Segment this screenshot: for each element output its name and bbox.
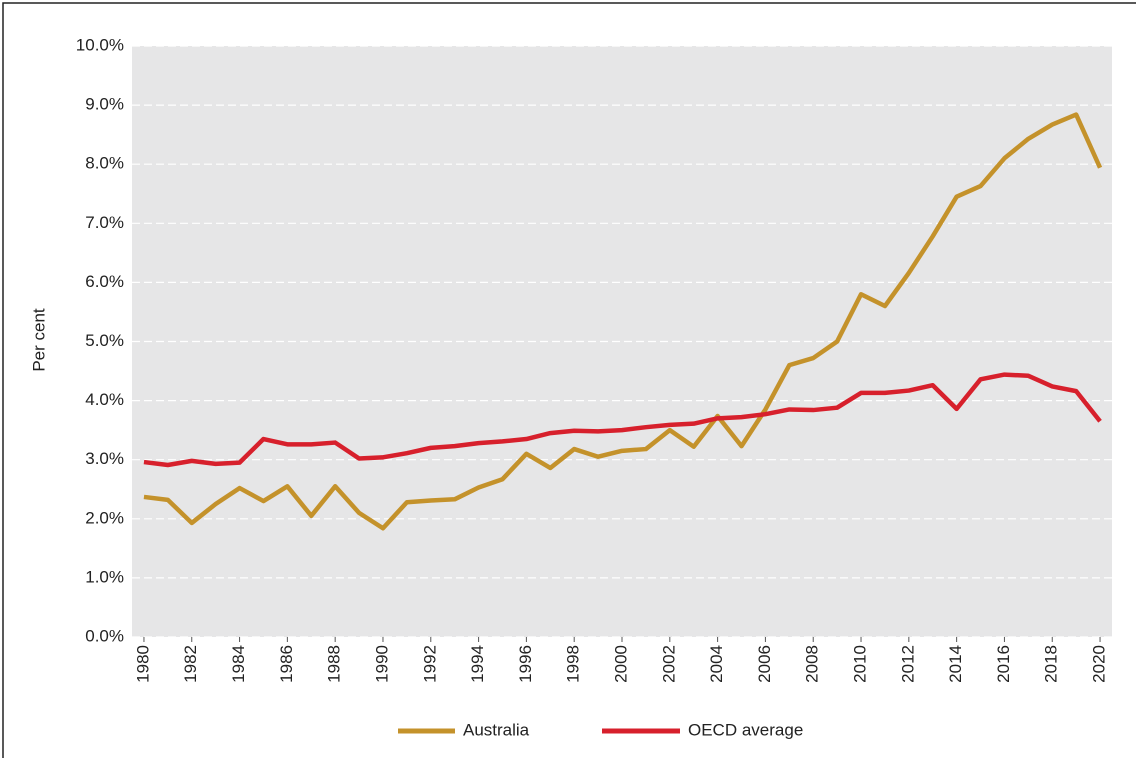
- y-tick-label: 10.0%: [76, 35, 124, 54]
- y-tick-label: 8.0%: [85, 154, 124, 173]
- x-tick-label: 1994: [468, 645, 487, 683]
- x-tick-label: 1986: [277, 645, 296, 683]
- x-tick-label: 2012: [898, 645, 917, 683]
- y-tick-label: 9.0%: [85, 95, 124, 114]
- y-tick-label: 2.0%: [85, 508, 124, 527]
- x-tick-label: 2006: [755, 645, 774, 683]
- x-tick-label: 2008: [803, 645, 822, 683]
- x-tick-label: 2020: [1090, 645, 1109, 683]
- x-tick-label: 1992: [420, 645, 439, 683]
- y-axis-label: Per cent: [29, 308, 48, 372]
- x-tick-label: 2014: [946, 645, 965, 683]
- x-tick-label: 2002: [659, 645, 678, 683]
- y-tick-label: 4.0%: [85, 390, 124, 409]
- x-tick-label: 1982: [181, 645, 200, 683]
- y-tick-label: 6.0%: [85, 272, 124, 291]
- y-tick-label: 0.0%: [85, 626, 124, 645]
- legend-label: OECD average: [688, 720, 803, 739]
- x-tick-label: 2018: [1042, 645, 1061, 683]
- x-tick-label: 2004: [707, 645, 726, 683]
- series-line: [143, 372, 1102, 468]
- x-tick-label: 1984: [229, 645, 248, 683]
- x-tick-label: 2016: [994, 645, 1013, 683]
- x-tick-label: 1990: [372, 645, 391, 683]
- x-tick-label: 1988: [325, 645, 344, 683]
- legend-label: Australia: [463, 720, 530, 739]
- series-line: [143, 112, 1103, 531]
- x-tick-label: 1980: [133, 645, 152, 683]
- x-tick-label: 2010: [851, 645, 870, 683]
- y-tick-label: 5.0%: [85, 331, 124, 350]
- x-tick-label: 1996: [516, 645, 535, 683]
- x-tick-label: 2000: [611, 645, 630, 683]
- y-tick-label: 7.0%: [85, 213, 124, 232]
- y-tick-label: 1.0%: [85, 567, 124, 586]
- x-tick-label: 1998: [564, 645, 583, 683]
- y-tick-label: 3.0%: [85, 449, 124, 468]
